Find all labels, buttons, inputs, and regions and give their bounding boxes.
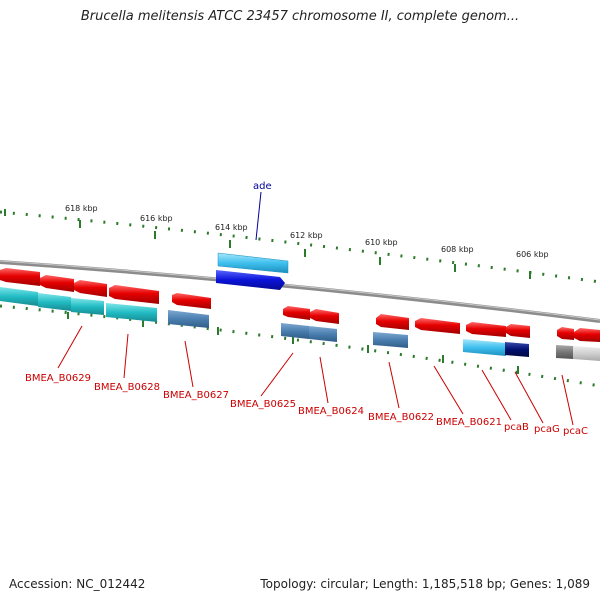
cds-b0628-a[interactable] [38, 293, 71, 311]
cds-pcaB[interactable] [463, 339, 506, 356]
label-ade[interactable]: ade [253, 181, 272, 192]
tick-label-610: 610 kbp [365, 238, 398, 247]
cds-b0625[interactable] [281, 323, 309, 339]
cds-b0624[interactable] [309, 326, 337, 342]
gene-pcaB-forward[interactable] [466, 322, 506, 337]
ruler-track-outer [0, 210, 600, 284]
label-bmea-b0622[interactable]: BMEA_B0622 [368, 412, 434, 423]
cds-pcaG[interactable] [505, 342, 529, 357]
gene-ade-upper[interactable] [217, 252, 289, 274]
tick-label-618: 618 kbp [65, 204, 98, 213]
label-bmea-b0627[interactable]: BMEA_B0627 [163, 390, 229, 401]
map-title: Brucella melitensis ATCC 23457 chromosom… [80, 9, 520, 24]
label-pcaC[interactable]: pcaC [563, 426, 588, 437]
gene-b0627-forward-b[interactable] [172, 293, 211, 309]
gene-ade-lower[interactable] [216, 270, 285, 290]
callout-lines [57, 325, 574, 426]
cds-b0629[interactable] [0, 287, 38, 306]
ruler-major-ticks-outer [4, 209, 531, 279]
genome-stats-text: Topology: circular; Length: 1,185,518 bp… [260, 577, 590, 591]
cds-pcaC-a[interactable] [556, 345, 573, 359]
gene-b0628-b-forward[interactable] [74, 280, 107, 297]
label-bmea-b0625[interactable]: BMEA_B0625 [230, 399, 296, 410]
cds-b0627-b[interactable] [168, 310, 209, 328]
gene-pcaC-forward-b[interactable] [574, 328, 600, 342]
forward-genes-row [0, 268, 600, 342]
tick-label-612: 612 kbp [290, 231, 323, 240]
label-bmea-b0624[interactable]: BMEA_B0624 [298, 406, 364, 417]
label-pcaG[interactable]: pcaG [534, 424, 560, 435]
tick-label-616: 616 kbp [140, 214, 173, 223]
label-bmea-b0629[interactable]: BMEA_B0629 [25, 373, 91, 384]
cds-b0627-a[interactable] [106, 303, 157, 322]
callout-line-ade [255, 191, 262, 241]
gene-pcaC-forward-a[interactable] [557, 327, 574, 340]
cds-pcaC-b[interactable] [573, 346, 600, 361]
accession-text: Accession: NC_012442 [9, 577, 146, 591]
tick-label-608: 608 kbp [441, 245, 474, 254]
gene-b0629-forward[interactable] [0, 268, 40, 286]
tick-label-614: 614 kbp [215, 223, 248, 232]
gene-b0624-forward[interactable] [310, 309, 339, 324]
inner-cds-row [0, 287, 600, 361]
gene-pcaG-forward[interactable] [506, 324, 530, 338]
label-bmea-b0621[interactable]: BMEA_B0621 [436, 417, 502, 428]
genome-backbone [0, 260, 600, 323]
label-pcaB[interactable]: pcaB [504, 422, 529, 433]
gene-b0627-forward-a[interactable] [109, 285, 159, 304]
label-bmea-b0628[interactable]: BMEA_B0628 [94, 382, 160, 393]
genome-backbone-highlight [0, 260, 600, 321]
gene-b0625-forward[interactable] [283, 306, 310, 320]
ruler-major-ticks-inner [67, 312, 519, 374]
ruler-track-inner [0, 304, 600, 388]
cds-b0628-b[interactable] [71, 298, 104, 315]
gene-b0628-a-forward[interactable] [40, 275, 74, 292]
gene-b0622-forward[interactable] [376, 314, 409, 330]
cds-b0622[interactable] [373, 332, 408, 348]
gene-b0621-forward[interactable] [415, 318, 460, 334]
tick-label-606: 606 kbp [516, 250, 549, 259]
